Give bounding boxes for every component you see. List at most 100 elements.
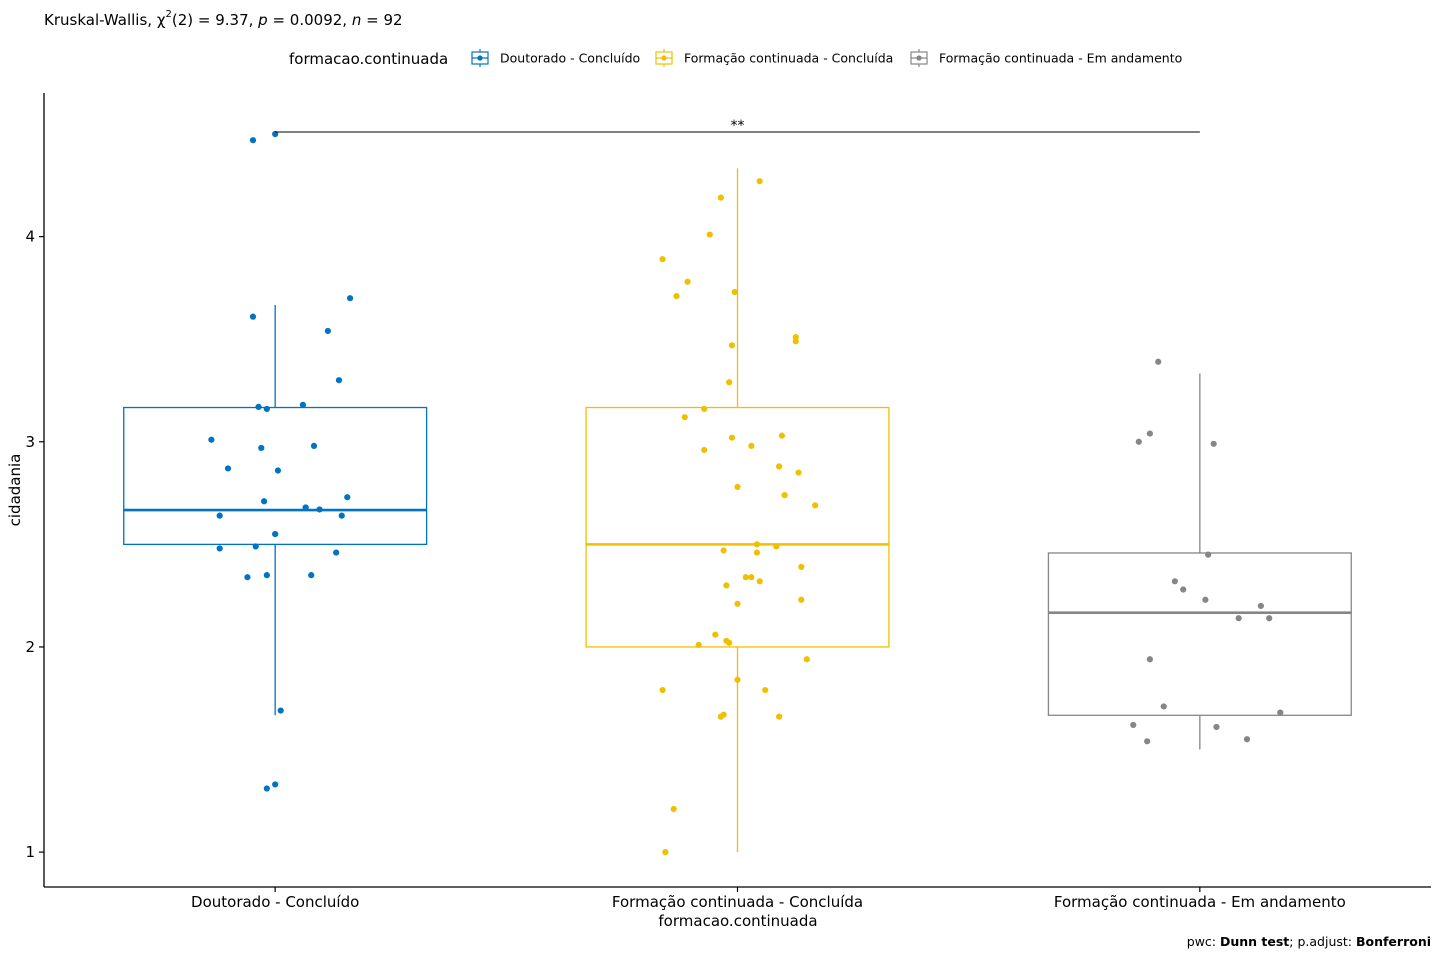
caption-adjust-method: Bonferroni bbox=[1356, 934, 1431, 949]
data-point bbox=[316, 506, 323, 513]
y-tick-label: 1 bbox=[25, 843, 35, 861]
data-point bbox=[1146, 656, 1154, 663]
data-point bbox=[252, 543, 259, 550]
points-layer bbox=[208, 130, 1284, 856]
significance-bracket: ** bbox=[275, 118, 1200, 134]
data-point bbox=[798, 596, 805, 603]
data-point bbox=[1266, 615, 1273, 622]
data-point bbox=[1210, 440, 1217, 447]
data-point bbox=[773, 543, 780, 550]
data-point bbox=[335, 377, 343, 384]
data-point bbox=[712, 631, 719, 638]
data-point bbox=[1130, 721, 1137, 729]
data-point bbox=[753, 541, 761, 548]
data-point bbox=[659, 256, 666, 263]
axes: Doutorado - Concluído Formação continuada… bbox=[25, 93, 1431, 911]
data-point bbox=[742, 574, 749, 581]
data-point bbox=[798, 563, 805, 571]
data-point bbox=[734, 676, 741, 683]
x-tick-label: Formação continuada - Concluída bbox=[612, 893, 863, 911]
test-summary-p-value: = 0.0092, bbox=[268, 11, 352, 29]
test-summary: Kruskal-Wallis, χ2(2) = 9.37, p = 0.0092… bbox=[44, 9, 403, 29]
data-point bbox=[728, 434, 736, 441]
legend-label: Formação continuada - Concluída bbox=[684, 51, 893, 66]
data-point bbox=[263, 572, 270, 579]
data-point bbox=[673, 293, 680, 300]
data-point bbox=[324, 327, 331, 335]
boxes-layer bbox=[123, 168, 1352, 853]
data-point bbox=[310, 442, 318, 449]
data-point bbox=[208, 436, 215, 443]
data-point bbox=[731, 288, 738, 296]
legend-item: Doutorado - Concluído bbox=[471, 49, 640, 67]
data-point bbox=[781, 492, 788, 499]
data-point bbox=[1257, 602, 1264, 610]
data-point bbox=[726, 639, 733, 646]
legend-key-point bbox=[477, 55, 483, 61]
legend: formacao.continuada Doutorado - Concluíd… bbox=[289, 49, 1182, 68]
box-group bbox=[585, 168, 890, 853]
data-point bbox=[1205, 551, 1212, 558]
data-point bbox=[255, 403, 262, 411]
box bbox=[1047, 552, 1352, 716]
data-point bbox=[720, 711, 727, 718]
data-point bbox=[659, 686, 666, 694]
data-point bbox=[717, 194, 724, 201]
data-point bbox=[1202, 596, 1209, 603]
box bbox=[123, 406, 428, 546]
data-point bbox=[1144, 738, 1151, 745]
box-group bbox=[123, 304, 428, 716]
data-point bbox=[795, 469, 802, 476]
caption-pwc-method: Dunn test bbox=[1220, 934, 1289, 949]
data-point bbox=[1160, 703, 1167, 710]
data-point bbox=[1171, 578, 1178, 585]
data-point bbox=[803, 656, 810, 663]
data-point bbox=[695, 641, 702, 649]
data-point bbox=[756, 178, 763, 185]
data-point bbox=[258, 444, 265, 452]
data-point bbox=[726, 379, 733, 386]
caption-adjust-prefix: ; p.adjust: bbox=[1289, 934, 1356, 949]
significance-label: ** bbox=[731, 118, 745, 134]
data-point bbox=[762, 686, 769, 694]
data-point bbox=[263, 405, 270, 413]
legend-label: Formação continuada - Em andamento bbox=[939, 51, 1182, 66]
data-point bbox=[792, 338, 799, 345]
data-point bbox=[333, 549, 340, 556]
legend-key-point bbox=[916, 55, 922, 61]
test-summary-p-symbol: p bbox=[257, 11, 268, 29]
data-point bbox=[244, 574, 251, 581]
data-point bbox=[272, 781, 279, 788]
legend-title: formacao.continuada bbox=[289, 50, 448, 68]
data-point bbox=[263, 785, 270, 792]
data-point bbox=[1235, 615, 1242, 622]
data-point bbox=[216, 545, 223, 552]
data-point bbox=[701, 405, 708, 413]
data-point bbox=[344, 494, 351, 501]
data-point bbox=[723, 582, 730, 589]
caption-pwc-prefix: pwc: bbox=[1187, 934, 1220, 949]
y-tick-label: 2 bbox=[25, 638, 35, 656]
data-point bbox=[272, 531, 279, 538]
data-point bbox=[778, 432, 785, 439]
data-point bbox=[1243, 736, 1251, 743]
test-summary-superscript: 2 bbox=[166, 9, 172, 20]
data-point bbox=[274, 467, 282, 474]
data-point bbox=[812, 502, 819, 509]
test-summary-df: (2) = 9.37, bbox=[172, 11, 258, 29]
box-group bbox=[1047, 373, 1352, 750]
test-summary-n-value: = 92 bbox=[361, 11, 402, 29]
data-point bbox=[346, 295, 354, 302]
x-axis-title: formacao.continuada bbox=[658, 912, 817, 930]
data-point bbox=[706, 231, 713, 238]
data-point bbox=[748, 574, 755, 581]
data-point bbox=[1277, 709, 1284, 716]
caption: pwc: Dunn test; p.adjust: Bonferroni bbox=[1187, 934, 1431, 949]
legend-key-point bbox=[661, 55, 667, 61]
data-point bbox=[1146, 430, 1154, 437]
data-point bbox=[224, 465, 232, 472]
y-tick-label: 3 bbox=[25, 433, 35, 451]
legend-label: Doutorado - Concluído bbox=[500, 51, 640, 66]
data-point bbox=[338, 512, 345, 519]
